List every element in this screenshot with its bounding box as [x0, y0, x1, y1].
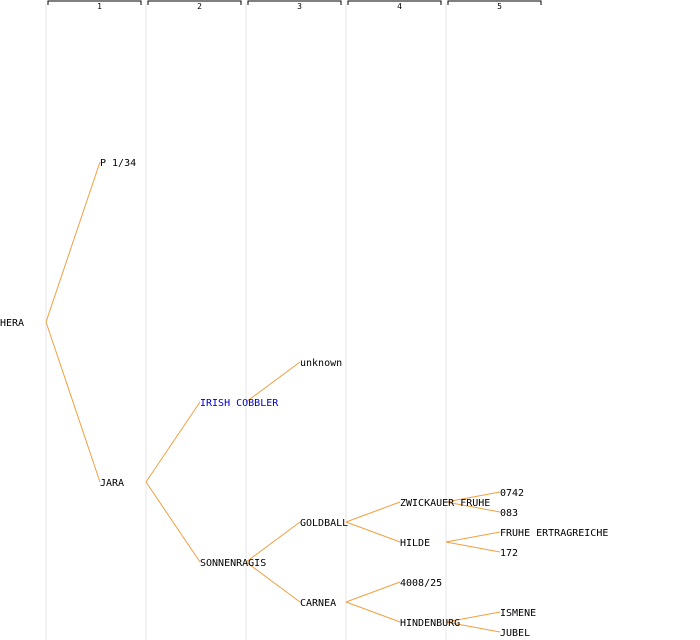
node-carnea: CARNEA	[300, 598, 336, 609]
generation-label: 3	[297, 2, 302, 11]
edge-zwickauer	[345, 501, 401, 523]
generation-label: 5	[497, 2, 502, 11]
node-hindenburg: HINDENBURG	[400, 618, 460, 629]
edge-fruhe	[445, 531, 501, 543]
generation-columns: 1 2 3 4 5	[45, 0, 542, 640]
node-hilde: HILDE	[400, 538, 430, 549]
node-unknown: unknown	[300, 358, 342, 369]
node-irish[interactable]: IRISH COBBLER	[200, 398, 279, 409]
node-p134: P 1/34	[100, 158, 136, 169]
node-jara: JARA	[100, 478, 124, 489]
node-ismene: ISMENE	[500, 608, 536, 619]
node-sonnenragis: SONNENRAGIS	[200, 558, 266, 569]
edge-goldball	[245, 521, 301, 563]
edge-p134	[45, 161, 101, 323]
pedigree-edges	[45, 161, 501, 633]
node-fruhe: FRUHE ERTRAGREICHE	[500, 528, 608, 539]
node-n4008: 4008/25	[400, 578, 442, 589]
generation-label: 4	[397, 2, 402, 11]
edge-ismene	[445, 611, 501, 623]
edge-hilde	[345, 521, 401, 543]
node-goldball: GOLDBALL	[300, 518, 348, 529]
edge-unknown	[245, 361, 301, 403]
node-n172: 172	[500, 548, 518, 559]
edge-hindenburg	[345, 601, 401, 623]
pedigree-nodes: HERA P 1/34 JARA IRISH COBBLER SONNENRAGIS un…	[0, 158, 608, 639]
generation-bracket	[447, 0, 542, 5]
edge-n4008	[345, 581, 401, 603]
generation-bracket	[247, 0, 342, 5]
node-jubel: JUBEL	[500, 628, 530, 639]
edge-n083	[445, 501, 501, 513]
generation-bracket	[147, 0, 242, 5]
edge-carnea	[245, 561, 301, 603]
generation-label: 1	[97, 2, 102, 11]
node-zwickauer: ZWICKAUER FRUHE	[400, 498, 490, 509]
node-hera: HERA	[0, 318, 24, 329]
node-n083: 083	[500, 508, 518, 519]
node-n0742: 0742	[500, 488, 524, 499]
generation-bracket	[347, 0, 442, 5]
edge-sonnenragis	[145, 481, 201, 563]
edge-n0742	[445, 491, 501, 503]
generation-label: 2	[197, 2, 202, 11]
edge-jara	[45, 321, 101, 483]
edge-n172	[445, 541, 501, 553]
edge-irish	[145, 401, 201, 483]
edge-jubel	[445, 621, 501, 633]
generation-bracket	[47, 0, 142, 5]
